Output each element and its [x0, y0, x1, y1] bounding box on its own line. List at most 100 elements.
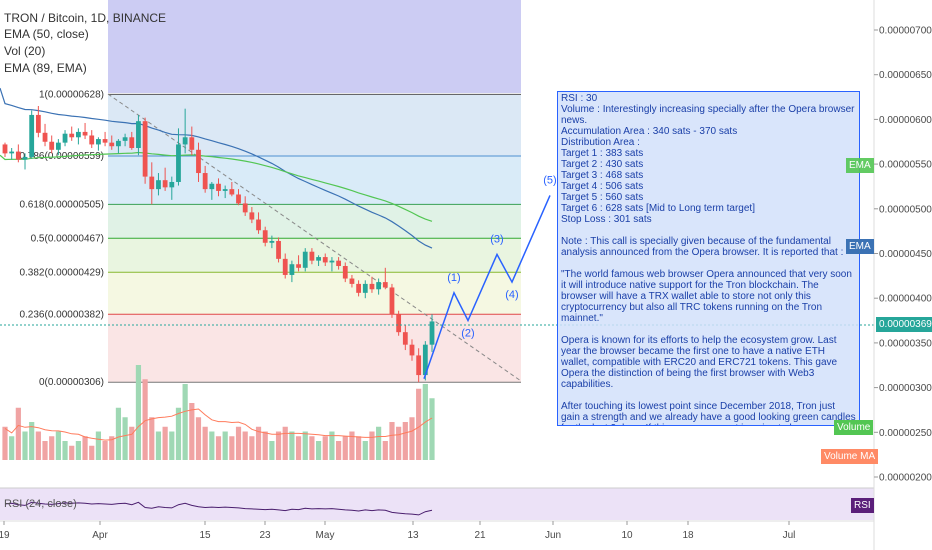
candle-body: [302, 251, 308, 268]
fib-zone: [108, 272, 521, 315]
candle-body: [329, 260, 335, 263]
price-tick-label: 0.00000450: [879, 249, 932, 260]
volume-bar: [376, 426, 382, 460]
volume-bar: [109, 436, 115, 460]
price-tick-label: 0.00000350: [879, 338, 932, 349]
price-tick-label: 0.00000550: [879, 160, 932, 171]
volume-tag: Volume: [834, 420, 874, 435]
volume-bar: [69, 445, 75, 460]
rsi-legend[interactable]: RSI (24, close): [4, 498, 77, 510]
volume-bar: [55, 431, 61, 460]
candle-body: [136, 121, 141, 149]
volume-bar: [155, 431, 162, 460]
volume-bar: [409, 417, 415, 460]
volume-bar: [95, 431, 102, 460]
volume-bar: [309, 436, 315, 460]
candle-body: [35, 114, 41, 133]
fib-zone: [108, 204, 521, 239]
ema89-legend[interactable]: EMA (89, EMA): [4, 61, 87, 75]
candle-body: [369, 283, 375, 290]
volume-bar: [162, 426, 168, 460]
fib-level-label: 0.382(0.00000429): [19, 267, 104, 278]
analysis-note[interactable]: RSI : 30 Volume : Interestingly increasi…: [557, 91, 860, 426]
candle-body: [55, 142, 61, 150]
volume-bar: [15, 407, 21, 460]
volume-legend[interactable]: Vol (20): [4, 44, 46, 58]
time-tick-label: 10: [621, 530, 633, 541]
candle-body: [289, 264, 295, 275]
volume-bar: [242, 431, 248, 460]
time-tick-label: 15: [199, 530, 211, 541]
volume-bar: [275, 431, 282, 460]
candle-body: [156, 180, 161, 190]
candle-body: [402, 332, 408, 345]
rsi-line: [4, 501, 433, 516]
volume-ma-tag: Volume MA: [821, 449, 879, 464]
candle-body: [42, 132, 48, 142]
volume-bar: [262, 431, 268, 460]
time-tick-label: May: [316, 530, 335, 541]
candle-body: [149, 176, 155, 190]
volume-bar: [209, 431, 215, 460]
candle-body: [182, 137, 188, 145]
time-axis[interactable]: 19 Apr 15 23 May 13 21 Jun 10 18 Jul: [0, 521, 795, 541]
fib-level-label: 1(0.00000628): [39, 89, 104, 100]
candle-body: [109, 142, 115, 147]
volume-bar: [62, 441, 68, 460]
volume-bar: [349, 431, 355, 460]
volume-bar: [295, 436, 302, 460]
volume-bar: [389, 422, 395, 460]
volume-bar: [429, 398, 435, 460]
volume-bar: [202, 426, 208, 460]
wave-label: (5): [543, 174, 556, 186]
candle-body: [209, 183, 215, 190]
price-tick-label: 0.00000600: [879, 115, 932, 126]
price-axis[interactable]: 0.00000700 0.00000650 0.00000600 0.00000550…: [874, 26, 932, 484]
time-tick-label: Jul: [783, 530, 796, 541]
candle-body: [116, 140, 121, 147]
candle-body: [262, 230, 268, 243]
candle-body: [142, 121, 148, 177]
fib-zone: [108, 94, 521, 157]
wave-label: (3): [490, 233, 503, 245]
candle-body: [416, 355, 422, 376]
elliott-wave-projection[interactable]: (1) (2) (3) (4) (5): [423, 174, 557, 379]
chart-symbol-title: TRON / Bitcoin, 1D, BINANCE: [4, 11, 167, 25]
candle-body: [9, 151, 15, 154]
volume-bar: [35, 431, 41, 460]
candle-body: [249, 212, 255, 220]
ema50-legend[interactable]: EMA (50, close): [4, 27, 89, 41]
fibonacci-retracement[interactable]: 1(0.00000628)0.786(0.00000559)0.618(0.00…: [19, 89, 521, 388]
time-tick-label: 21: [474, 530, 486, 541]
candle-body: [222, 189, 228, 191]
volume-bar: [249, 436, 255, 460]
price-tick-label: 0.00000650: [879, 70, 932, 81]
candle-body: [242, 203, 248, 213]
candle-body: [202, 173, 208, 190]
volume-ma-line: [4, 408, 433, 441]
volume-bar: [322, 436, 328, 460]
candle-body: [362, 283, 368, 293]
volume-bar: [49, 436, 55, 460]
candle-body: [69, 133, 75, 138]
volume-bar: [335, 441, 342, 460]
wave-label: (1): [447, 272, 460, 284]
price-tick-label: 0.00000700: [879, 26, 932, 37]
candle-body: [349, 278, 355, 284]
price-tick-label: 0.00000300: [879, 383, 932, 394]
time-tick-label: 13: [407, 530, 419, 541]
volume-bar: [382, 441, 388, 460]
candle-body: [89, 135, 95, 145]
current-price-tag: 0.00000369: [876, 317, 932, 332]
volume-bar: [416, 388, 422, 460]
candle-body: [396, 314, 402, 333]
candle-body: [296, 264, 301, 268]
candle-body: [75, 131, 81, 138]
volume-bar: [29, 422, 35, 460]
volume-bar: [215, 436, 222, 460]
projection-path: [423, 195, 551, 379]
candlesticks: [2, 105, 435, 383]
candle-body: [22, 156, 28, 160]
volume-bar: [142, 379, 148, 460]
